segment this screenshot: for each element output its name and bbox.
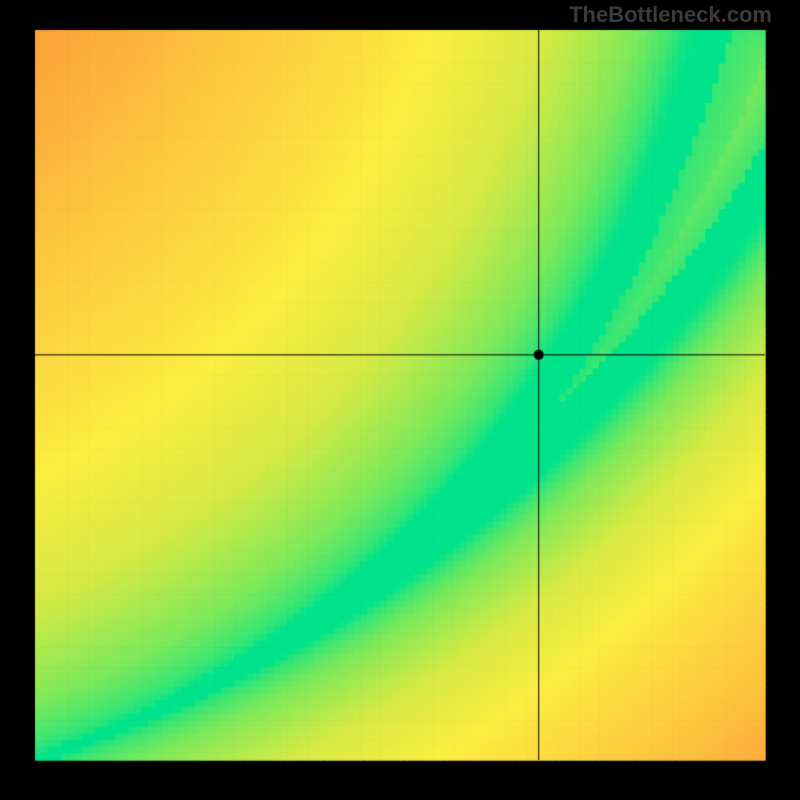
attribution-label: TheBottleneck.com	[569, 2, 772, 28]
bottleneck-heatmap	[0, 0, 800, 800]
chart-container: { "attribution": "TheBottleneck.com", "c…	[0, 0, 800, 800]
